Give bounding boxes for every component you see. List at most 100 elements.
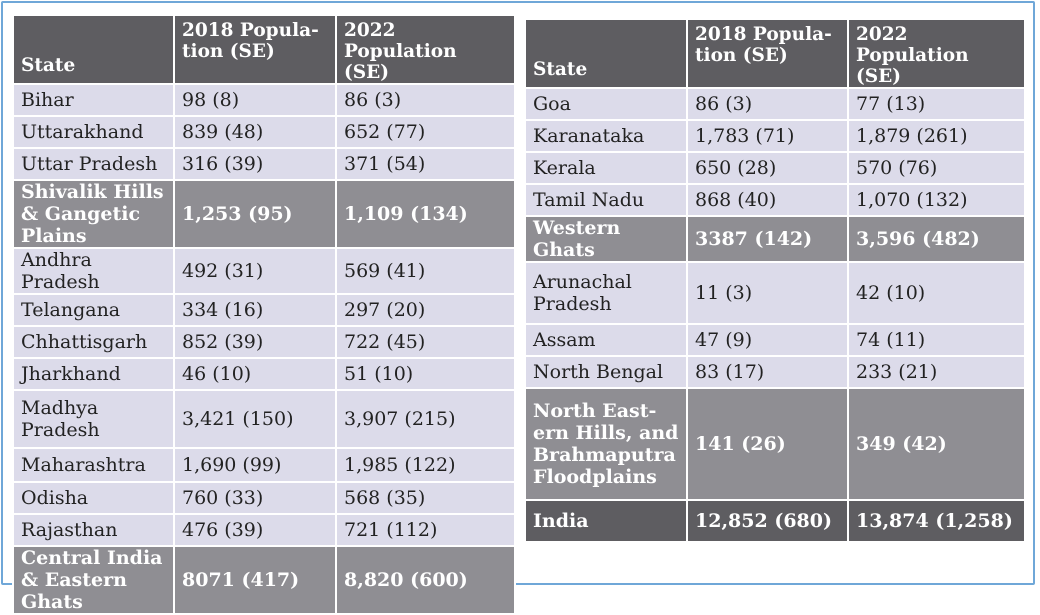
- pop-2022-cell: 568 (35): [335, 481, 516, 515]
- pop-2022-cell: 51 (10): [335, 357, 516, 391]
- pop-2018-cell: 86 (3): [686, 87, 849, 121]
- state-cell: Jharkhand: [12, 357, 175, 391]
- state-column-header: State: [524, 18, 688, 89]
- region-name-cell: North East-ern Hills, and Brahmaputra Fl…: [524, 387, 688, 501]
- pop-2018-column-header: 2018 Popula-tion (SE): [686, 18, 849, 89]
- pop-2022-column-header: 2022 Population (SE): [335, 14, 516, 85]
- state-cell: Bihar: [12, 83, 175, 117]
- pop-2018-cell: 492 (31): [173, 247, 337, 295]
- state-cell: Maharashtra: [12, 447, 175, 483]
- table-row: Karanataka 1,783 (71) 1,879 (261): [524, 119, 1026, 153]
- pop-2022-cell: 1,985 (122): [335, 447, 516, 483]
- table-row: Rajasthan 476 (39) 721 (112): [12, 513, 516, 547]
- pop-2022-cell: 721 (112): [335, 513, 516, 547]
- pop-2018-cell: 8071 (417): [173, 545, 337, 615]
- table-row: Uttarakhand 839 (48) 652 (77): [12, 115, 516, 149]
- pop-2022-cell: 569 (41): [335, 247, 516, 295]
- state-cell: Uttar Pradesh: [12, 147, 175, 181]
- state-cell: North Bengal: [524, 355, 688, 389]
- pop-2022-cell: 8,820 (600): [335, 545, 516, 615]
- region-name-cell: Central India & Eastern Ghats: [12, 545, 175, 615]
- pop-2022-cell: 1,070 (132): [847, 183, 1026, 217]
- pop-2022-column-header: 2022 Population (SE): [847, 18, 1026, 89]
- population-table-right: State 2018 Popula-tion (SE) 2022 Populat…: [524, 18, 1026, 543]
- pop-2022-cell: 1,879 (261): [847, 119, 1026, 153]
- pop-2018-cell: 3387 (142): [686, 215, 849, 263]
- pop-2018-cell: 46 (10): [173, 357, 337, 391]
- pop-2022-cell: 349 (42): [847, 387, 1026, 501]
- pop-2022-cell: 652 (77): [335, 115, 516, 149]
- state-cell: Tamil Nadu: [524, 183, 688, 217]
- region-subtotal-row: Shivalik Hills & Gangetic Plains 1,253 (…: [12, 179, 516, 249]
- table-row: Bihar 98 (8) 86 (3): [12, 83, 516, 117]
- table-row: North Bengal 83 (17) 233 (21): [524, 355, 1026, 389]
- pop-2018-cell: 476 (39): [173, 513, 337, 547]
- pop-2018-cell: 98 (8): [173, 83, 337, 117]
- state-cell: Telangana: [12, 293, 175, 327]
- table-row: Chhattisgarh 852 (39) 722 (45): [12, 325, 516, 359]
- state-cell: Assam: [524, 323, 688, 357]
- pop-2022-cell: 74 (11): [847, 323, 1026, 357]
- table-row: Odisha 760 (33) 568 (35): [12, 481, 516, 515]
- right-table-body: Goa 86 (3) 77 (13) Karanataka 1,783 (71)…: [524, 87, 1026, 543]
- table-row: Andhra Pradesh 492 (31) 569 (41): [12, 247, 516, 295]
- state-cell: Rajasthan: [12, 513, 175, 547]
- pop-2022-cell: 3,596 (482): [847, 215, 1026, 263]
- state-cell: Kerala: [524, 151, 688, 185]
- pop-2022-cell: 233 (21): [847, 355, 1026, 389]
- total-name-cell: India: [524, 499, 688, 543]
- table-header-row: State 2018 Popula-tion (SE) 2022 Populat…: [12, 14, 516, 85]
- region-subtotal-row: Western Ghats 3387 (142) 3,596 (482): [524, 215, 1026, 263]
- region-name-cell: Western Ghats: [524, 215, 688, 263]
- pop-2018-cell: 11 (3): [686, 261, 849, 325]
- state-cell: Goa: [524, 87, 688, 121]
- pop-2018-cell: 852 (39): [173, 325, 337, 359]
- pop-2018-cell: 83 (17): [686, 355, 849, 389]
- pop-2018-cell: 1,690 (99): [173, 447, 337, 483]
- table-row: Arunachal Pradesh 11 (3) 42 (10): [524, 261, 1026, 325]
- table-row: Kerala 650 (28) 570 (76): [524, 151, 1026, 185]
- table-row: Assam 47 (9) 74 (11): [524, 323, 1026, 357]
- pop-2018-cell: 760 (33): [173, 481, 337, 515]
- pop-2018-cell: 1,783 (71): [686, 119, 849, 153]
- region-name-cell: Shivalik Hills & Gangetic Plains: [12, 179, 175, 249]
- pop-2022-cell: 722 (45): [335, 325, 516, 359]
- table-row: Jharkhand 46 (10) 51 (10): [12, 357, 516, 391]
- pop-2018-cell: 334 (16): [173, 293, 337, 327]
- state-cell: Madhya Pradesh: [12, 389, 175, 449]
- table-row: Uttar Pradesh 316 (39) 371 (54): [12, 147, 516, 181]
- state-cell: Uttarakhand: [12, 115, 175, 149]
- pop-2018-cell: 839 (48): [173, 115, 337, 149]
- state-cell: Arunachal Pradesh: [524, 261, 688, 325]
- pop-2022-cell: 570 (76): [847, 151, 1026, 185]
- state-cell: Chhattisgarh: [12, 325, 175, 359]
- pop-2022-cell: 42 (10): [847, 261, 1026, 325]
- state-column-header: State: [12, 14, 175, 85]
- table-row: Goa 86 (3) 77 (13): [524, 87, 1026, 121]
- state-cell: Karanataka: [524, 119, 688, 153]
- table-row: Telangana 334 (16) 297 (20): [12, 293, 516, 327]
- population-table-left: State 2018 Popula-tion (SE) 2022 Populat…: [12, 14, 516, 615]
- pop-2018-cell: 47 (9): [686, 323, 849, 357]
- pop-2018-cell: 12,852 (680): [686, 499, 849, 543]
- pop-2018-cell: 1,253 (95): [173, 179, 337, 249]
- table-row: Tamil Nadu 868 (40) 1,070 (132): [524, 183, 1026, 217]
- table-row: Madhya Pradesh 3,421 (150) 3,907 (215): [12, 389, 516, 449]
- pop-2022-cell: 13,874 (1,258): [847, 499, 1026, 543]
- pop-2018-cell: 141 (26): [686, 387, 849, 501]
- table-row: Maharashtra 1,690 (99) 1,985 (122): [12, 447, 516, 483]
- pop-2018-cell: 3,421 (150): [173, 389, 337, 449]
- pop-2022-cell: 3,907 (215): [335, 389, 516, 449]
- pop-2018-column-header: 2018 Popula-tion (SE): [173, 14, 337, 85]
- pop-2022-cell: 297 (20): [335, 293, 516, 327]
- state-cell: Odisha: [12, 481, 175, 515]
- left-table-body: Bihar 98 (8) 86 (3) Uttarakhand 839 (48)…: [12, 83, 516, 615]
- region-subtotal-row: Central India & Eastern Ghats 8071 (417)…: [12, 545, 516, 615]
- pop-2022-cell: 77 (13): [847, 87, 1026, 121]
- pop-2022-cell: 86 (3): [335, 83, 516, 117]
- region-subtotal-row: North East-ern Hills, and Brahmaputra Fl…: [524, 387, 1026, 501]
- pop-2018-cell: 650 (28): [686, 151, 849, 185]
- state-cell: Andhra Pradesh: [12, 247, 175, 295]
- pop-2018-cell: 868 (40): [686, 183, 849, 217]
- national-total-row: India 12,852 (680) 13,874 (1,258): [524, 499, 1026, 543]
